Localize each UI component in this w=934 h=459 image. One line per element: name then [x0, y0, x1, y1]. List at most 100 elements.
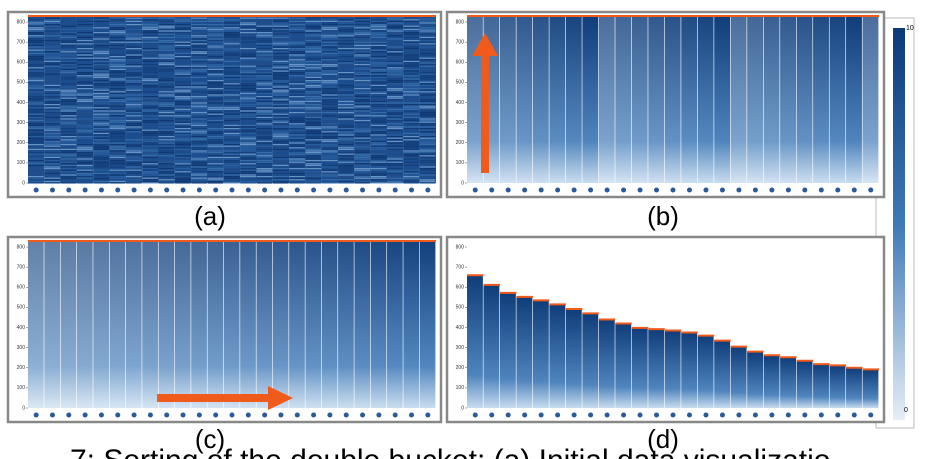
stripe	[158, 64, 175, 66]
stripe	[289, 56, 305, 58]
stripe	[223, 145, 240, 147]
stripe	[60, 137, 77, 139]
stripe	[289, 89, 305, 91]
stripe	[272, 131, 289, 133]
stripe	[403, 73, 420, 75]
stripe	[403, 163, 420, 165]
stripe	[354, 144, 371, 146]
stripe	[289, 134, 305, 136]
stripe	[125, 49, 142, 51]
stripe	[256, 142, 273, 144]
stripe	[289, 118, 305, 120]
stripe	[354, 88, 371, 90]
stripe	[240, 180, 256, 182]
stripe	[419, 129, 436, 131]
stripe	[76, 89, 93, 91]
stripe	[419, 171, 436, 173]
stripe	[403, 128, 420, 130]
stripe	[370, 129, 387, 131]
stripe	[354, 105, 371, 107]
stripe	[60, 112, 77, 114]
stripe	[370, 57, 387, 59]
stripe	[305, 156, 322, 158]
stripe	[272, 120, 289, 122]
stripe	[44, 30, 61, 32]
stripe	[338, 100, 354, 102]
stripe	[207, 179, 224, 181]
y-tick-label: 100	[17, 385, 26, 391]
stripe	[76, 41, 93, 43]
stripe	[256, 152, 273, 154]
stripe	[44, 81, 61, 83]
stripe	[272, 20, 289, 22]
stripe	[387, 51, 403, 53]
stripe	[272, 182, 289, 184]
stripe	[354, 48, 371, 50]
stripe	[370, 24, 387, 26]
stripe	[240, 64, 256, 66]
y-tick-label: 800	[17, 19, 26, 25]
stripe	[125, 67, 142, 69]
stripe	[272, 144, 289, 146]
stripe	[419, 83, 436, 85]
stripe	[142, 35, 159, 37]
stripe	[370, 163, 387, 165]
stripe	[289, 131, 305, 133]
stripe	[419, 57, 436, 59]
stripe	[174, 147, 191, 149]
stripe	[28, 161, 44, 163]
stripe	[338, 140, 354, 142]
stripe	[354, 59, 371, 61]
stripe	[256, 131, 273, 133]
stripe	[387, 137, 403, 139]
stripe	[321, 44, 338, 46]
stripe	[93, 40, 110, 42]
stripe	[109, 145, 126, 147]
stripe	[240, 52, 256, 54]
stripe	[109, 123, 126, 125]
stripe	[125, 59, 142, 61]
stripe	[28, 20, 44, 22]
stripe	[191, 155, 208, 157]
stripe	[158, 44, 175, 46]
stripe	[191, 59, 208, 61]
stripe	[419, 72, 436, 74]
stripe	[223, 97, 240, 99]
stripe	[370, 100, 387, 102]
stripe	[191, 81, 208, 83]
stripe	[76, 88, 93, 90]
stripe	[93, 147, 110, 149]
column	[829, 16, 846, 183]
stripe	[370, 38, 387, 40]
stripe	[256, 40, 273, 42]
stripe	[174, 144, 191, 146]
stripe	[305, 57, 322, 59]
stripe	[305, 145, 322, 147]
column	[615, 16, 632, 183]
stripe	[354, 65, 371, 67]
stripe	[158, 49, 175, 51]
stripe	[191, 120, 208, 122]
stripe	[28, 41, 44, 43]
stripe	[44, 92, 61, 94]
stripe	[370, 102, 387, 104]
stripe	[28, 38, 44, 40]
column-marker	[851, 412, 857, 418]
stripe	[191, 30, 208, 32]
stripe	[321, 161, 338, 163]
stripe	[207, 158, 224, 160]
stripe	[44, 108, 61, 110]
stripe	[272, 38, 289, 40]
stripe	[158, 94, 175, 96]
stripe	[125, 156, 142, 158]
stripe	[207, 75, 224, 77]
stripe	[76, 97, 93, 99]
stripe	[256, 76, 273, 78]
stripe	[387, 49, 403, 51]
stripe	[191, 35, 208, 37]
stripe	[370, 46, 387, 48]
stripe	[174, 152, 191, 154]
stripe	[174, 118, 191, 120]
y-tick-label: 600	[456, 60, 465, 66]
stripe	[174, 180, 191, 182]
